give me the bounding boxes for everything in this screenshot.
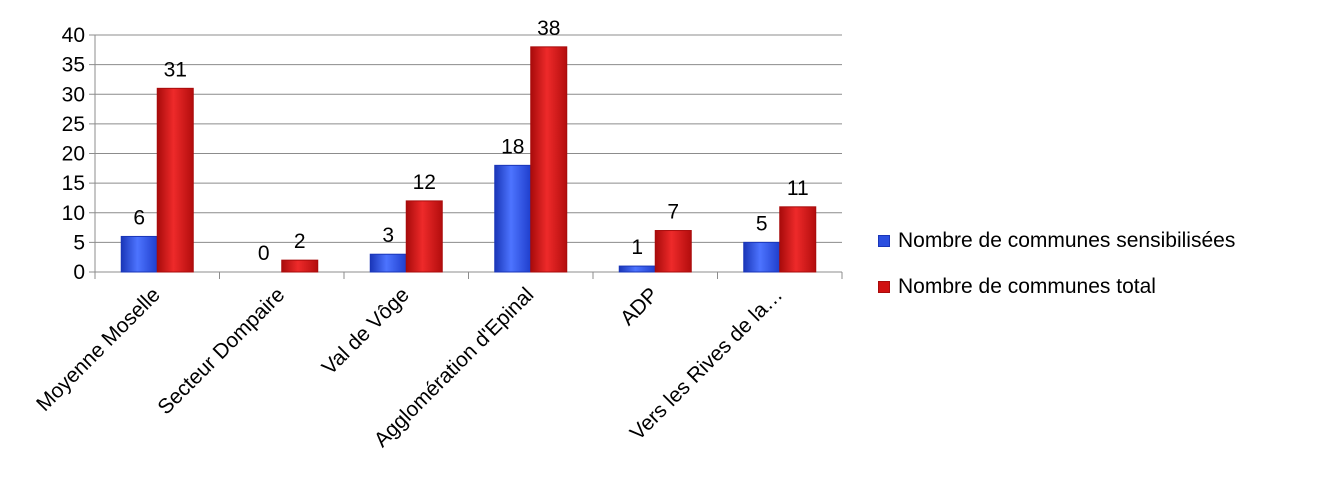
y-tick-label: 10 bbox=[62, 202, 85, 225]
bar-total bbox=[156, 87, 194, 273]
data-label-sensibilisees: 0 bbox=[258, 242, 270, 265]
y-tick-label: 25 bbox=[62, 113, 85, 136]
y-tick-label: 0 bbox=[73, 261, 85, 284]
data-label-total: 12 bbox=[413, 171, 436, 194]
bars bbox=[120, 46, 817, 273]
legend-swatch-red bbox=[878, 281, 890, 293]
y-tick-label: 15 bbox=[62, 172, 85, 195]
gridlines bbox=[95, 34, 842, 243]
bar-sensibilisees bbox=[494, 164, 532, 273]
legend-item-sensibilisees: Nombre de communes sensibilisées bbox=[878, 226, 1235, 256]
data-label-sensibilisees: 5 bbox=[756, 212, 768, 235]
y-tick-label: 30 bbox=[62, 83, 85, 106]
bar-sensibilisees bbox=[369, 253, 407, 273]
y-tick-label: 35 bbox=[62, 54, 85, 77]
data-labels: 6 31 0 2 3 12 18 38 1 7 5 11 bbox=[133, 17, 808, 265]
legend-item-total: Nombre de communes total bbox=[878, 272, 1235, 302]
bar-total bbox=[405, 200, 443, 273]
data-label-total: 31 bbox=[164, 58, 187, 81]
legend: Nombre de communes sensibilisées Nombre … bbox=[878, 226, 1235, 318]
x-category-label: Val de Vôge bbox=[318, 283, 414, 379]
bar-total bbox=[530, 46, 568, 273]
bar-sensibilisees bbox=[120, 235, 158, 273]
data-label-sensibilisees: 18 bbox=[501, 135, 524, 158]
y-tick-label: 5 bbox=[73, 231, 85, 254]
data-label-sensibilisees: 3 bbox=[382, 224, 394, 247]
bar-total bbox=[281, 259, 319, 273]
data-label-sensibilisees: 6 bbox=[133, 206, 145, 229]
data-label-total: 2 bbox=[294, 230, 306, 253]
legend-label: Nombre de communes sensibilisées bbox=[898, 229, 1236, 252]
x-category-label: Secteur Dompaire bbox=[153, 283, 289, 419]
y-tick-label: 20 bbox=[62, 143, 85, 166]
legend-swatch-blue bbox=[878, 235, 890, 247]
y-axis-tick-labels: 0 5 10 15 20 25 30 35 40 bbox=[62, 24, 85, 284]
bar-sensibilisees bbox=[618, 265, 656, 273]
legend-label: Nombre de communes total bbox=[898, 275, 1156, 298]
axes bbox=[89, 34, 843, 279]
data-label-total: 7 bbox=[667, 201, 679, 224]
data-label-total: 11 bbox=[787, 177, 809, 200]
bar-total bbox=[654, 230, 692, 273]
data-label-total: 38 bbox=[537, 17, 560, 40]
x-category-label: Moyenne Moselle bbox=[32, 283, 165, 416]
y-tick-label: 40 bbox=[62, 24, 85, 47]
x-category-label: ADP bbox=[616, 283, 663, 330]
bar-sensibilisees bbox=[743, 241, 781, 273]
bar-total bbox=[779, 206, 817, 273]
data-label-sensibilisees: 1 bbox=[631, 236, 643, 259]
